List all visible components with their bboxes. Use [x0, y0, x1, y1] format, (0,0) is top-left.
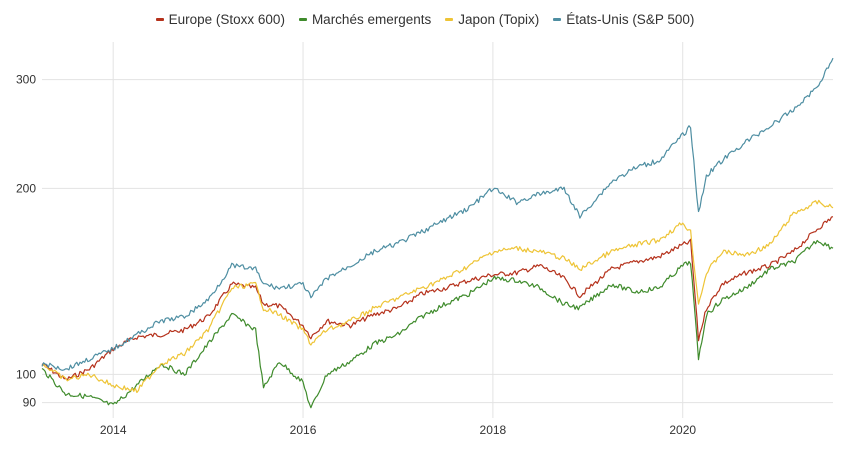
x-tick-label: 2020	[669, 423, 696, 437]
legend-label-us: États-Unis (S&P 500)	[566, 12, 695, 27]
legend-item-emerging[interactable]: Marchés emergents	[298, 12, 432, 27]
legend: Europe (Stoxx 600) Marchés emergents Jap…	[0, 12, 850, 27]
x-tick-label: 2018	[480, 423, 507, 437]
x-tick-label: 2016	[290, 423, 317, 437]
series-line-2[interactable]	[41, 199, 834, 394]
y-axis-ticks: 90 100 200 300	[16, 73, 36, 410]
legend-swatch-europe	[155, 18, 164, 21]
x-tick-label: 2014	[100, 423, 127, 437]
legend-item-japan[interactable]: Japon (Topix)	[445, 12, 539, 27]
series-lines	[41, 57, 834, 409]
legend-swatch-us	[553, 18, 562, 21]
series-line-1[interactable]	[41, 239, 834, 409]
legend-item-us[interactable]: États-Unis (S&P 500)	[553, 12, 694, 27]
y-tick-label: 100	[16, 367, 36, 381]
y-tick-label: 300	[16, 73, 36, 87]
legend-item-europe[interactable]: Europe (Stoxx 600)	[155, 12, 285, 27]
legend-label-japan: Japon (Topix)	[458, 12, 540, 27]
series-line-3[interactable]	[41, 57, 834, 371]
y-tick-label: 90	[23, 396, 37, 410]
x-axis-ticks: 2014 2016 2018 2020	[100, 423, 697, 437]
x-gridlines	[112, 42, 684, 418]
series-line-0[interactable]	[41, 216, 834, 381]
y-tick-label: 200	[16, 181, 36, 195]
legend-label-emerging: Marchés emergents	[311, 12, 432, 27]
legend-label-europe: Europe (Stoxx 600)	[168, 12, 285, 27]
y-gridlines	[42, 79, 833, 404]
legend-swatch-emerging	[298, 18, 307, 21]
legend-swatch-japan	[445, 18, 454, 21]
